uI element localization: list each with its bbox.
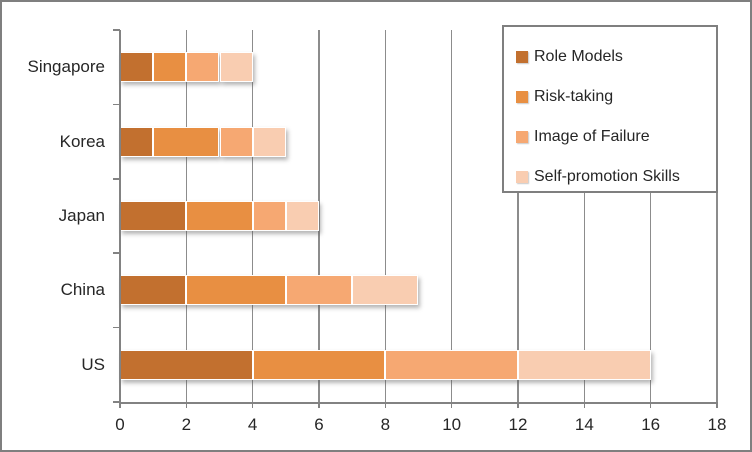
legend-item: Self-promotion Skills <box>516 157 716 197</box>
x-tick-label: 12 <box>508 415 528 434</box>
category-label: Singapore <box>27 57 105 77</box>
x-tick-label: 2 <box>181 415 192 434</box>
y-axis-tick <box>113 29 120 31</box>
category-label: US <box>81 354 105 374</box>
bar-segment <box>285 275 353 306</box>
legend-item: Image of Failure <box>516 117 716 157</box>
bar-segment <box>186 275 286 306</box>
x-axis-tick <box>450 402 453 408</box>
bar-segment <box>120 52 154 83</box>
legend-label: Role Models <box>534 48 623 65</box>
bar-segment <box>252 201 286 231</box>
legend-swatch-icon <box>516 51 528 63</box>
bar-row-korea <box>120 126 286 157</box>
bar-row-china <box>120 275 419 306</box>
y-axis-tick <box>113 178 120 180</box>
bar-segment <box>252 126 286 157</box>
bar-segment <box>518 349 651 380</box>
x-tick-label: 4 <box>247 415 258 434</box>
gridline <box>517 30 519 402</box>
legend-item: Role Models <box>516 37 716 77</box>
x-tick-label: 16 <box>641 415 661 434</box>
x-axis-tick <box>716 402 718 408</box>
legend-label: Risk-taking <box>534 88 614 105</box>
x-axis-tick <box>649 402 652 408</box>
bar-row-singapore <box>120 52 253 83</box>
gridline <box>649 30 652 402</box>
bar-segment <box>285 201 319 231</box>
x-tick-label: 8 <box>380 415 391 434</box>
bar-segment <box>186 201 253 231</box>
category-label: China <box>60 280 105 300</box>
x-tick-label: 10 <box>442 415 462 434</box>
y-axis-tick <box>113 326 120 329</box>
bar-segment <box>252 349 386 380</box>
x-axis-tick <box>517 402 519 408</box>
category-label: Korea <box>59 131 105 151</box>
bar-segment <box>352 275 419 306</box>
gridline <box>716 30 718 402</box>
gridline <box>384 30 387 402</box>
bar-segment <box>219 126 253 157</box>
x-axis-tick <box>185 402 188 408</box>
x-axis-line <box>120 402 717 404</box>
gridline <box>450 30 453 402</box>
x-axis-tick <box>318 402 320 408</box>
bar-segment <box>186 52 220 83</box>
bar-segment <box>219 52 253 83</box>
x-tick-label: 18 <box>707 415 727 434</box>
bar-segment <box>120 349 253 380</box>
legend-swatch-icon <box>516 131 528 143</box>
bar-segment <box>153 52 187 83</box>
legend-item: Risk-taking <box>516 77 716 117</box>
bar-segment <box>120 275 187 306</box>
legend-label: Image of Failure <box>534 128 650 145</box>
y-axis-tick <box>113 103 120 106</box>
bar-segment <box>120 126 154 157</box>
legend-swatch-icon <box>516 91 528 103</box>
x-axis-tick <box>251 402 254 408</box>
gridline <box>318 30 320 402</box>
x-tick-label: 6 <box>314 415 324 434</box>
x-axis-tick <box>119 402 121 408</box>
y-axis-line <box>119 30 121 402</box>
legend-swatch-icon <box>516 171 528 183</box>
y-axis-tick <box>113 401 120 403</box>
bar-segment <box>153 126 220 157</box>
bar-row-japan <box>120 201 319 231</box>
legend: Role Models Risk-taking Image of Failure Se… <box>502 25 718 193</box>
bar-segment <box>120 201 187 231</box>
gridline <box>583 30 586 402</box>
x-axis-tick <box>583 402 586 408</box>
bar-segment <box>385 349 518 380</box>
x-axis-tick <box>384 402 387 408</box>
legend-label: Self-promotion Skills <box>534 168 680 185</box>
x-tick-label: 0 <box>115 415 125 434</box>
y-axis-tick <box>113 252 120 254</box>
x-tick-label: 14 <box>574 415 594 434</box>
bar-row-us <box>120 349 651 380</box>
category-label: Japan <box>58 206 105 225</box>
